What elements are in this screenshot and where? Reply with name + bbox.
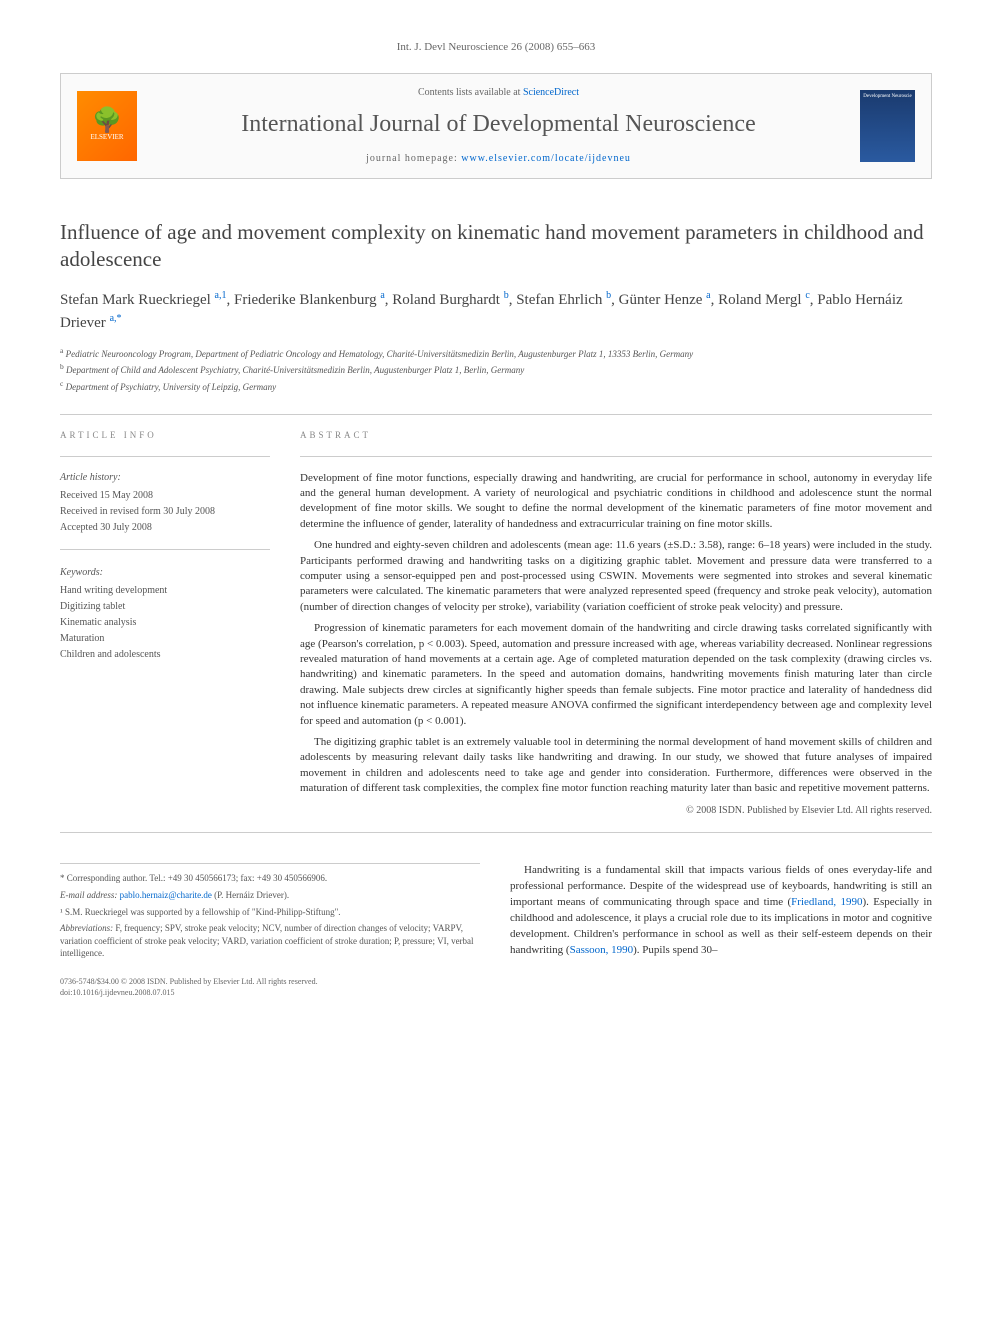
divider bbox=[60, 832, 932, 833]
keyword-item: Maturation bbox=[60, 632, 270, 646]
body-columns: * Corresponding author. Tel.: +49 30 450… bbox=[60, 863, 932, 998]
elsevier-logo: 🌳 ELSEVIER bbox=[77, 91, 137, 161]
body-left-column: * Corresponding author. Tel.: +49 30 450… bbox=[60, 863, 480, 998]
abbreviations-note: Abbreviations: F, frequency; SPV, stroke… bbox=[60, 922, 480, 960]
keyword-item: Hand writing development bbox=[60, 584, 270, 598]
elsevier-label: ELSEVIER bbox=[90, 133, 123, 143]
divider bbox=[60, 549, 270, 550]
intro-paragraph: Handwriting is a fundamental skill that … bbox=[510, 863, 932, 959]
header-center: Contents lists available at ScienceDirec… bbox=[137, 86, 860, 166]
authors-list: Stefan Mark Rueckriegel a,1, Friederike … bbox=[60, 288, 932, 335]
body-right-column: Handwriting is a fundamental skill that … bbox=[510, 863, 932, 998]
affiliation-item: a Pediatric Neurooncology Program, Depar… bbox=[60, 345, 932, 362]
journal-homepage-line: journal homepage: www.elsevier.com/locat… bbox=[157, 152, 840, 166]
footnotes: * Corresponding author. Tel.: +49 30 450… bbox=[60, 863, 480, 960]
contents-available-line: Contents lists available at ScienceDirec… bbox=[157, 86, 840, 100]
corresponding-email-link[interactable]: pablo.hernaiz@charite.de bbox=[120, 890, 212, 900]
journal-name: International Journal of Developmental N… bbox=[157, 108, 840, 142]
article-info-column: ARTICLE INFO Article history: Received 1… bbox=[60, 429, 270, 818]
journal-header-box: 🌳 ELSEVIER Contents lists available at S… bbox=[60, 73, 932, 179]
citation-link[interactable]: Sassoon, 1990 bbox=[570, 944, 634, 956]
abstract-paragraph: The digitizing graphic tablet is an extr… bbox=[300, 735, 932, 797]
abstract-column: ABSTRACT Development of fine motor funct… bbox=[300, 429, 932, 818]
abstract-paragraph: Progression of kinematic parameters for … bbox=[300, 621, 932, 729]
abstract-paragraph: One hundred and eighty-seven children an… bbox=[300, 538, 932, 615]
journal-reference: Int. J. Devl Neuroscience 26 (2008) 655–… bbox=[60, 40, 932, 55]
affiliation-item: c Department of Psychiatry, University o… bbox=[60, 378, 932, 395]
fellowship-note: ¹ S.M. Rueckriegel was supported by a fe… bbox=[60, 906, 480, 919]
abstract-paragraph: Development of fine motor functions, esp… bbox=[300, 471, 932, 533]
article-info-label: ARTICLE INFO bbox=[60, 429, 270, 442]
divider bbox=[60, 414, 932, 415]
journal-cover-thumbnail: Development Neuroscie bbox=[860, 90, 915, 162]
info-abstract-row: ARTICLE INFO Article history: Received 1… bbox=[60, 429, 932, 818]
article-title: Influence of age and movement complexity… bbox=[60, 219, 932, 274]
email-line: E-mail address: pablo.hernaiz@charite.de… bbox=[60, 889, 480, 902]
accepted-date: Accepted 30 July 2008 bbox=[60, 521, 270, 535]
abstract-text: Development of fine motor functions, esp… bbox=[300, 471, 932, 797]
citation-link[interactable]: Friedland, 1990 bbox=[791, 896, 862, 908]
received-date: Received 15 May 2008 bbox=[60, 489, 270, 503]
elsevier-tree-icon: 🌳 bbox=[92, 109, 122, 133]
article-history-label: Article history: bbox=[60, 471, 270, 485]
abstract-label: ABSTRACT bbox=[300, 429, 932, 442]
affiliations-list: a Pediatric Neurooncology Program, Depar… bbox=[60, 345, 932, 395]
revised-date: Received in revised form 30 July 2008 bbox=[60, 505, 270, 519]
doi-line: doi:10.1016/j.ijdevneu.2008.07.015 bbox=[60, 987, 480, 998]
corresponding-author-note: * Corresponding author. Tel.: +49 30 450… bbox=[60, 872, 480, 885]
footer-issn-doi: 0736-5748/$34.00 © 2008 ISDN. Published … bbox=[60, 976, 480, 998]
keyword-item: Kinematic analysis bbox=[60, 616, 270, 630]
keyword-item: Digitizing tablet bbox=[60, 600, 270, 614]
keywords-container: Hand writing development Digitizing table… bbox=[60, 584, 270, 662]
divider bbox=[300, 456, 932, 457]
issn-line: 0736-5748/$34.00 © 2008 ISDN. Published … bbox=[60, 976, 480, 987]
journal-homepage-link[interactable]: www.elsevier.com/locate/ijdevneu bbox=[461, 153, 631, 164]
abstract-copyright: © 2008 ISDN. Published by Elsevier Ltd. … bbox=[300, 804, 932, 818]
keywords-label: Keywords: bbox=[60, 566, 270, 580]
affiliation-item: b Department of Child and Adolescent Psy… bbox=[60, 361, 932, 378]
sciencedirect-link[interactable]: ScienceDirect bbox=[523, 87, 579, 98]
divider bbox=[60, 456, 270, 457]
keyword-item: Children and adolescents bbox=[60, 648, 270, 662]
